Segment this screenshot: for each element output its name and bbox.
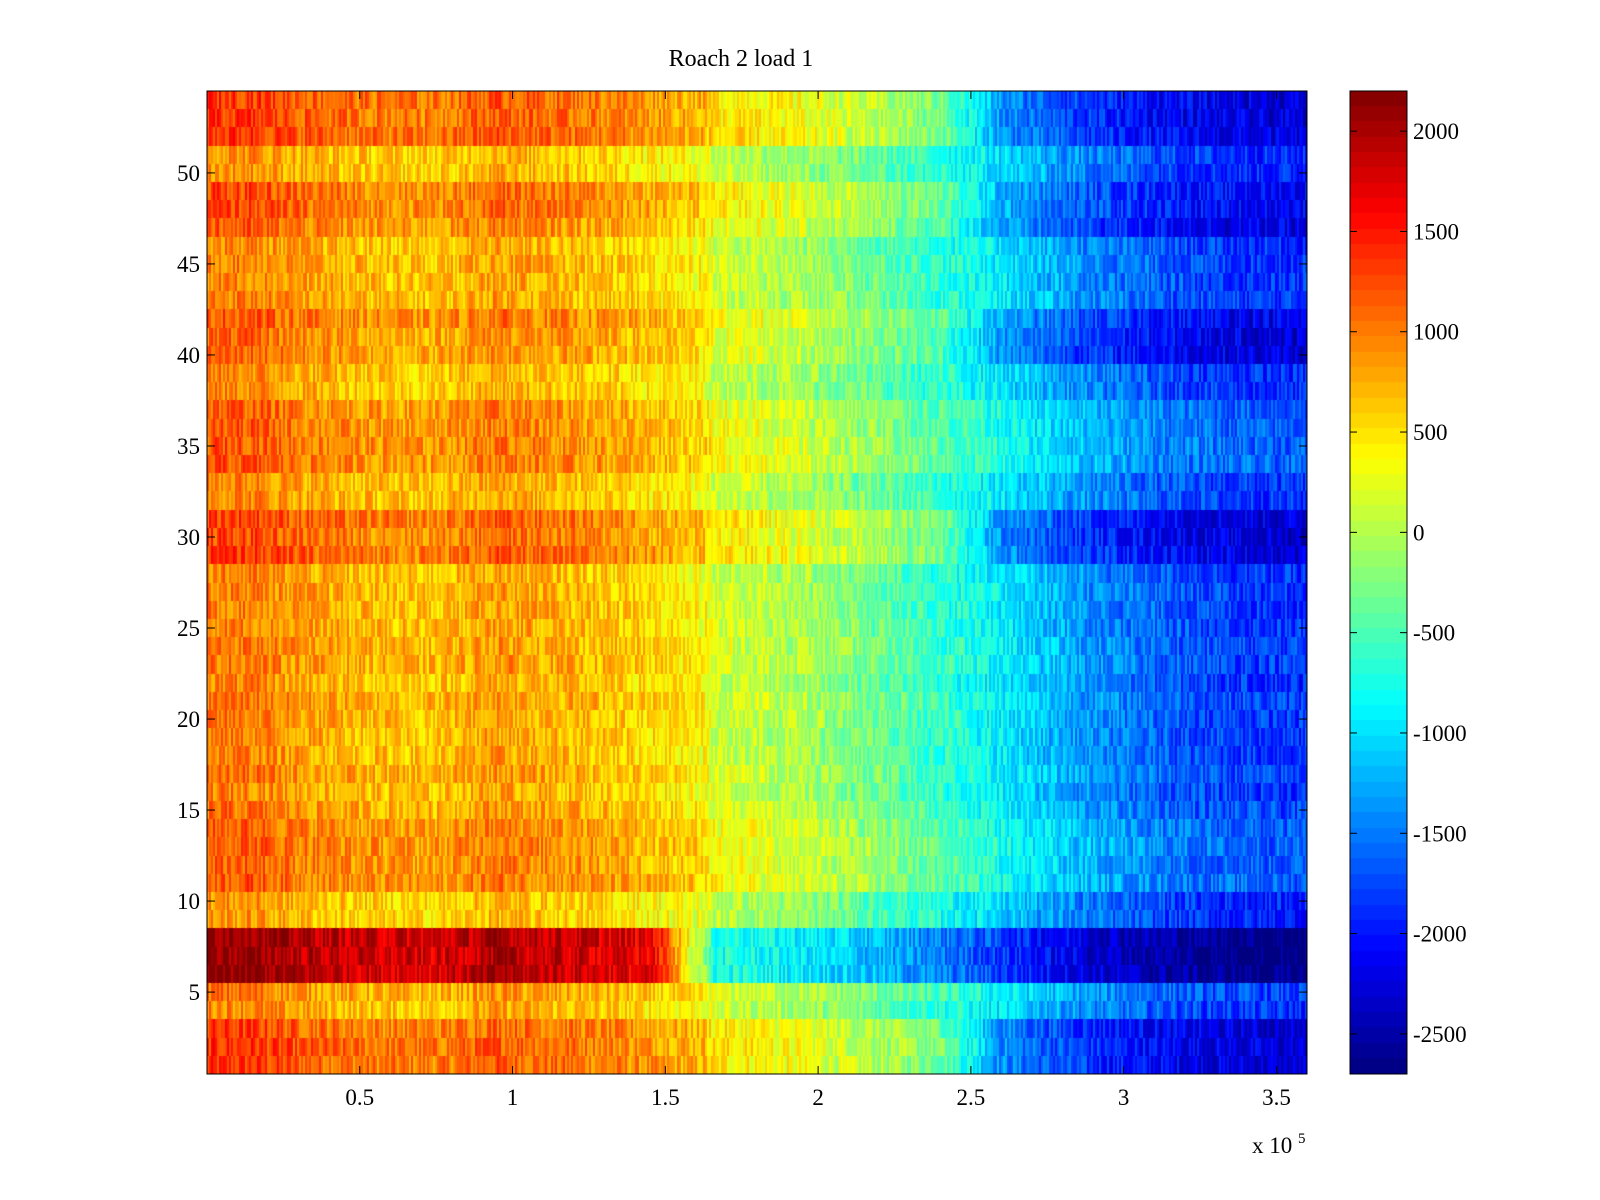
x-exponent-base: x 10 [1252, 1133, 1292, 1158]
heatmap-plot-area [206, 90, 1308, 1075]
colorbar-tick-label: 1500 [1413, 219, 1459, 244]
colorbar-gradient [1350, 91, 1407, 1074]
colorbar-tick-label: -2000 [1413, 922, 1467, 947]
x-exponent-power: 5 [1298, 1131, 1306, 1147]
colorbar-tick-label: 500 [1413, 420, 1448, 445]
y-tick-label: 10 [177, 889, 200, 914]
y-tick-label: 45 [177, 252, 200, 277]
colorbar [1349, 90, 1408, 1075]
colorbar-frame [1349, 90, 1408, 1075]
x-tick-label: 1 [507, 1085, 519, 1110]
y-tick-label: 15 [177, 798, 200, 823]
x-tick-label: 3.5 [1262, 1085, 1291, 1110]
y-tick-label: 40 [177, 343, 200, 368]
y-axis: 5 10 15 20 25 30 35 40 45 50 [177, 161, 1307, 1005]
colorbar-tick-label: -2500 [1413, 1022, 1467, 1047]
colorbar-ticks: 2000 1500 1000 500 0 -500 -1000 -1500 -2000 -2500 [1350, 119, 1467, 1047]
x-tick-label: 3 [1118, 1085, 1130, 1110]
y-tick-label: 50 [177, 161, 200, 186]
y-tick-label: 5 [189, 980, 201, 1005]
colorbar-tick-label: 2000 [1413, 119, 1459, 144]
x-tick-label: 2.5 [957, 1085, 986, 1110]
chart-title: Roach 2 load 1 [669, 46, 814, 72]
colorbar-tick-label: 0 [1413, 520, 1425, 545]
colorbar-tick-label: 1000 [1413, 320, 1459, 345]
x-tick-label: 1.5 [651, 1085, 680, 1110]
y-tick-label: 25 [177, 616, 200, 641]
colorbar-tick-label: -500 [1413, 621, 1455, 646]
colorbar-tick-label: -1000 [1413, 721, 1467, 746]
y-tick-label: 35 [177, 434, 200, 459]
x-tick-label: 2 [812, 1085, 824, 1110]
x-axis: 0.5 1 1.5 2 2.5 3 3.5 [345, 91, 1291, 1110]
plot-frame [206, 90, 1308, 1075]
heatmap-cells [207, 91, 1307, 1074]
colorbar-tick-label: -1500 [1413, 821, 1467, 846]
x-axis-exponent-label: x 10 5 [1252, 1131, 1306, 1158]
y-tick-label: 30 [177, 525, 200, 550]
x-tick-label: 0.5 [345, 1085, 374, 1110]
y-tick-label: 20 [177, 707, 200, 732]
